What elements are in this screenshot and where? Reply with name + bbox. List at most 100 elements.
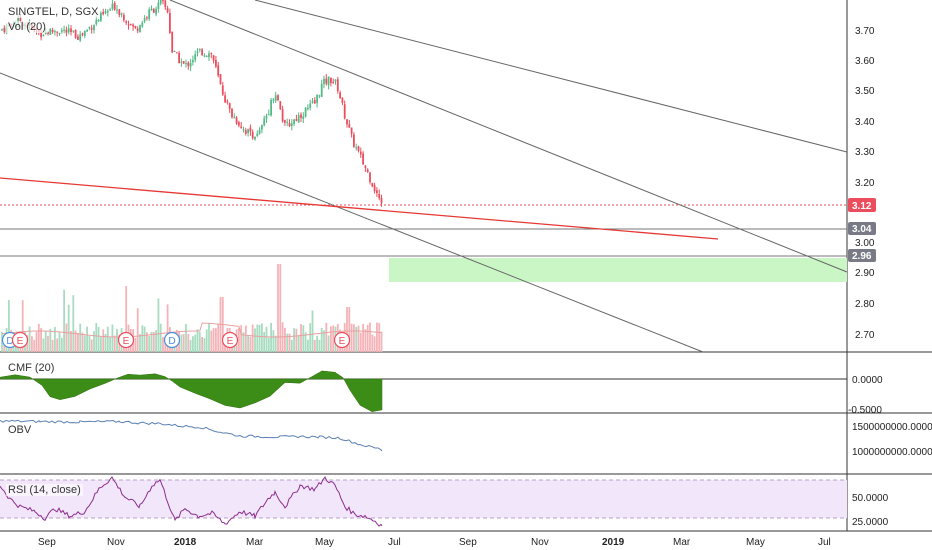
candle-body — [77, 36, 79, 40]
candle-body — [350, 127, 353, 134]
candle-body — [67, 28, 70, 33]
volume-bar — [371, 334, 374, 352]
candle-body — [146, 17, 148, 19]
time-label: Mar — [246, 537, 264, 548]
volume-bar — [26, 335, 29, 352]
candle-body — [139, 25, 141, 33]
time-label: Sep — [459, 537, 477, 548]
volume-bar — [357, 325, 360, 352]
obv-line — [0, 419, 383, 452]
volume-bar — [369, 322, 371, 352]
volume-bar — [63, 289, 65, 352]
candle-body — [19, 17, 22, 23]
candle-body — [380, 197, 383, 204]
candle-body — [70, 28, 72, 32]
candle-body — [277, 95, 279, 101]
candle-body — [171, 31, 174, 53]
rsi-tick: 50.0000 — [852, 493, 889, 504]
volume-bar — [35, 331, 38, 352]
volume-bar — [293, 328, 295, 352]
candle-body — [166, 8, 169, 13]
volume-bar — [65, 323, 68, 352]
candle-body — [336, 79, 339, 92]
time-label: Mar — [673, 537, 691, 548]
candle-body — [290, 123, 293, 127]
volume-bar — [97, 326, 100, 352]
price-tick: 3.20 — [855, 178, 875, 189]
volume-bar — [212, 328, 215, 352]
candle-body — [311, 101, 314, 103]
event-label: E — [227, 336, 234, 347]
volume-bar — [139, 334, 141, 352]
indicator-axes: 0.0000 -0.5000 1500000000.0000 100000000… — [848, 375, 932, 528]
candle-body — [284, 120, 286, 123]
volume-bar — [290, 339, 293, 352]
volume-bar — [332, 325, 335, 352]
current-price-badge — [848, 198, 876, 212]
candle-body — [182, 61, 185, 64]
candle-body — [304, 107, 307, 117]
candle-body — [189, 63, 192, 67]
candle-body — [309, 103, 312, 108]
cmf-tick: -0.5000 — [848, 405, 882, 416]
volume-bar — [210, 330, 213, 352]
candle-body — [238, 122, 240, 126]
volume-bar — [83, 335, 86, 352]
volume-bar — [380, 331, 383, 352]
candle-body — [192, 60, 194, 63]
candle-body — [272, 99, 275, 101]
volume-bar — [51, 339, 54, 352]
event-label: E — [123, 336, 130, 347]
candle-body — [316, 95, 318, 104]
event-label: E — [17, 336, 24, 347]
current-price-label: 3.12 — [852, 201, 872, 212]
candle-body — [339, 92, 341, 99]
candle-body — [270, 99, 272, 116]
cmf-area — [0, 370, 383, 412]
trendline-red — [0, 177, 719, 240]
volume-bar — [284, 327, 286, 352]
volume-bar — [148, 335, 151, 352]
time-label: Jul — [388, 537, 401, 548]
price-tick: 3.60 — [855, 56, 875, 67]
volume-bar — [263, 331, 266, 352]
candle-body — [54, 31, 56, 33]
candle-body — [196, 51, 199, 54]
candle-body — [231, 108, 233, 118]
level-badge-3.04 — [848, 222, 876, 235]
volume-bar — [254, 328, 256, 352]
volume-bar — [251, 324, 254, 352]
candle-body — [210, 53, 213, 55]
candle-body — [224, 95, 226, 103]
candle-body — [279, 101, 282, 110]
earnings-marker: E — [11, 331, 29, 349]
candle-body — [240, 126, 243, 129]
time-label: Jul — [818, 537, 831, 548]
volume-bar — [157, 298, 160, 352]
volume-bar — [192, 336, 194, 352]
candle-body — [100, 12, 102, 21]
volume-bar — [79, 323, 82, 352]
rsi-band — [0, 480, 847, 518]
price-axis: 3.70 3.60 3.50 3.40 3.30 3.20 3.00 2.90 … — [848, 26, 876, 341]
volume-bar — [277, 264, 279, 352]
volume-bar — [111, 324, 114, 352]
candle-body — [116, 9, 118, 11]
rsi-legend: RSI (14, close) — [6, 484, 83, 496]
candle-body — [244, 130, 247, 134]
volume-bar — [279, 264, 282, 352]
volume-bar — [311, 310, 314, 352]
candle-body — [113, 2, 116, 10]
symbol-legend: SINGTEL, D, SGX — [6, 6, 101, 18]
trendline-lower — [0, 72, 704, 353]
candle-body — [194, 54, 197, 60]
volume-bar — [143, 326, 146, 352]
volume-bar — [155, 330, 157, 352]
volume-bar — [134, 337, 137, 352]
candle-body — [90, 28, 93, 30]
volume-bar — [240, 325, 243, 352]
candle-body — [164, 0, 167, 7]
rsi-line — [0, 476, 383, 527]
volume-bar — [116, 328, 118, 352]
